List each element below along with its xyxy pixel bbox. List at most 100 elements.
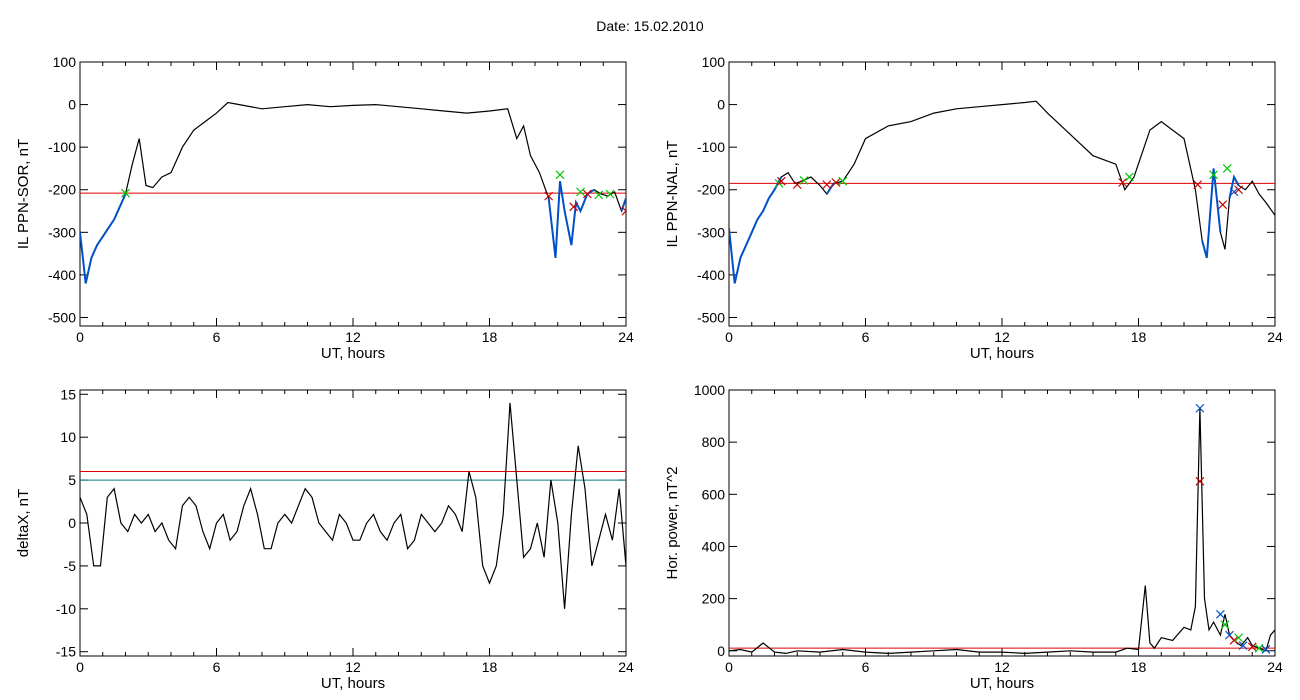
active-segment (1201, 168, 1222, 259)
marker-red (569, 202, 579, 212)
x-tick-label: 12 (994, 659, 1010, 675)
active-segment (80, 193, 127, 284)
y-tick-label: -200 (697, 182, 725, 198)
marker-stroke (1234, 633, 1244, 643)
marker-stroke (621, 206, 626, 212)
y-tick-label: -500 (697, 309, 725, 325)
figure-title: Date: 15.02.2010 (596, 18, 704, 34)
plot-frame (728, 61, 1276, 327)
marker-stroke (121, 188, 130, 198)
marker-stroke (576, 187, 585, 197)
y-tick-label: -100 (697, 139, 725, 155)
y-tick-label: -400 (48, 267, 76, 283)
y-tick-label: -15 (56, 644, 76, 660)
y-tick-label: 100 (53, 54, 77, 70)
marker-stroke (594, 190, 604, 200)
marker-stroke (605, 189, 615, 199)
marker-stroke (1124, 172, 1134, 182)
y-tick-label: -5 (64, 558, 77, 574)
marker-stroke (1238, 641, 1248, 650)
x-tick-label: 12 (345, 659, 361, 675)
panel-hor-power: 0 6 12 18 24 1000 800 600 400 200 0 UT, hours Hor. p… (664, 382, 1283, 692)
y-tick-label: 0 (68, 97, 76, 113)
marker-red (621, 206, 626, 216)
marker-stroke (555, 170, 565, 180)
marker-stroke (799, 175, 809, 185)
marker-red (792, 180, 802, 190)
x-tick-label: 24 (618, 659, 634, 675)
active-segment (1228, 174, 1240, 199)
panel-ppn-nal: 0 6 12 18 24 100 0 -100 -200 -300 -400 -500 UT, hour… (664, 54, 1283, 362)
marker-red (1118, 178, 1127, 187)
x-axis-label: UT, hours (321, 675, 385, 692)
marker-red (831, 178, 841, 187)
marker-stroke (1215, 609, 1225, 619)
x-axis-label: UT, hours (321, 345, 385, 362)
y-tick-label: 600 (702, 486, 726, 502)
x-tick-label: 0 (725, 329, 733, 345)
plot-frame (79, 61, 627, 327)
active-segment (620, 197, 626, 212)
marker-stroke (582, 189, 592, 199)
marker-stroke (822, 180, 832, 190)
y-tick-label: 200 (702, 591, 726, 607)
marker-green (1124, 172, 1134, 182)
marker-green (1220, 620, 1230, 630)
marker-stroke (1229, 635, 1239, 645)
marker-stroke (1261, 645, 1271, 654)
marker-stroke (1195, 403, 1205, 413)
y-tick-label: 10 (60, 429, 76, 445)
marker-green (838, 176, 848, 186)
marker-red (1229, 635, 1239, 645)
marker-stroke (1193, 180, 1203, 190)
y-tick-label: -300 (697, 224, 725, 240)
x-tick-label: 0 (76, 659, 84, 675)
y-tick-label: -400 (697, 267, 725, 283)
marker-stroke (1220, 620, 1230, 630)
y-tick-label: 0 (717, 643, 725, 659)
y-tick-label: 100 (702, 54, 726, 70)
marker-green (1234, 633, 1244, 643)
y-tick-label: -500 (48, 309, 76, 325)
y-tick-label: -100 (48, 139, 76, 155)
marker-stroke (1118, 178, 1127, 187)
x-axis-label: UT, hours (970, 345, 1034, 362)
marker-green (555, 170, 565, 180)
y-axis-label: IL PPN-SOR, nT (15, 139, 32, 249)
y-tick-label: 5 (68, 472, 76, 488)
marker-stroke (1247, 642, 1257, 652)
marker-blue (1229, 187, 1239, 197)
plot-area (729, 100, 1275, 284)
marker-stroke (1222, 164, 1232, 173)
y-tick-label: 800 (702, 434, 726, 450)
panel-deltax: 0 6 12 18 24 15 10 5 0 -5 -10 -15 UT, hours deltaX, n… (15, 386, 634, 692)
plot-area (729, 403, 1275, 655)
x-tick-label: 18 (1131, 329, 1147, 345)
y-axis-label: Hor. power, nT^2 (664, 467, 681, 580)
y-axis-label: deltaX, nT (15, 489, 32, 557)
marker-red (1247, 642, 1257, 652)
x-tick-label: 0 (76, 329, 84, 345)
x-tick-label: 24 (1267, 329, 1283, 345)
marker-green (121, 188, 130, 198)
marker-red (776, 176, 786, 186)
marker-green (1209, 170, 1218, 180)
x-tick-label: 24 (618, 329, 634, 345)
marker-blue (1215, 609, 1225, 619)
marker-red (544, 191, 554, 201)
y-tick-label: 1000 (694, 382, 725, 398)
marker-red (582, 189, 592, 199)
marker-red (822, 180, 832, 190)
marker-blue (1195, 403, 1205, 413)
marker-blue (1238, 641, 1248, 650)
series-line (729, 100, 1275, 284)
marker-stroke (776, 176, 786, 186)
y-tick-label: 15 (60, 386, 76, 402)
x-tick-label: 6 (862, 659, 870, 675)
x-tick-label: 0 (725, 659, 733, 675)
marker-stroke (1254, 643, 1264, 653)
y-tick-label: 0 (68, 515, 76, 531)
active-segment (729, 176, 783, 284)
marker-stroke (831, 178, 841, 187)
